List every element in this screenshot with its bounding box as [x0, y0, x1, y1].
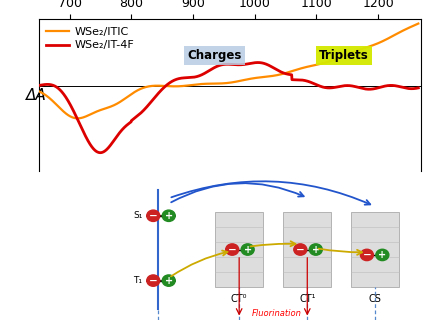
WSe₂/IT-4F: [416, 86, 421, 90]
Bar: [215, 212, 263, 287]
FancyArrowPatch shape: [171, 251, 227, 276]
FancyArrowPatch shape: [171, 181, 370, 205]
Text: +: +: [165, 211, 173, 221]
Circle shape: [294, 244, 307, 255]
Text: −: −: [296, 245, 305, 255]
WSe₂/IT-4F: [36, 84, 41, 88]
Line: WSe₂/IT-4F: WSe₂/IT-4F: [39, 63, 418, 153]
Text: −: −: [149, 211, 158, 221]
Text: Triplets: Triplets: [319, 48, 369, 62]
Text: −: −: [362, 250, 371, 260]
Text: Fluorination: Fluorination: [252, 308, 301, 318]
WSe₂/IT-4F: [81, 130, 86, 134]
FancyArrowPatch shape: [319, 249, 362, 255]
Text: CT⁰: CT⁰: [231, 294, 247, 304]
Text: T₁: T₁: [133, 276, 142, 285]
WSe₂/ITIC: [197, 82, 203, 86]
WSe₂/ITIC: [212, 82, 217, 86]
WSe₂/ITIC: [36, 89, 41, 93]
WSe₂/IT-4F: [212, 66, 217, 69]
Circle shape: [376, 249, 389, 261]
WSe₂/IT-4F: [197, 74, 203, 78]
Text: +: +: [165, 276, 173, 286]
WSe₂/ITIC: [81, 115, 86, 119]
Y-axis label: ΔA: ΔA: [25, 88, 46, 103]
WSe₂/IT-4F: [255, 61, 261, 65]
Text: +: +: [244, 245, 252, 255]
Circle shape: [241, 244, 254, 255]
WSe₂/IT-4F: [65, 99, 71, 103]
Text: S₁: S₁: [133, 211, 142, 220]
Circle shape: [226, 244, 239, 255]
Text: +: +: [378, 250, 387, 260]
Text: +: +: [312, 245, 320, 255]
Circle shape: [147, 210, 160, 222]
FancyArrowPatch shape: [171, 183, 304, 202]
WSe₂/IT-4F: [252, 61, 258, 65]
Circle shape: [162, 275, 175, 286]
WSe₂/ITIC: [205, 82, 210, 86]
WSe₂/ITIC: [252, 76, 258, 80]
Text: CS: CS: [369, 294, 382, 304]
Circle shape: [309, 244, 322, 255]
WSe₂/ITIC: [416, 22, 421, 26]
Bar: [351, 212, 399, 287]
Bar: [283, 212, 331, 287]
Text: −: −: [228, 245, 236, 255]
Line: WSe₂/ITIC: WSe₂/ITIC: [39, 24, 418, 118]
WSe₂/IT-4F: [98, 151, 103, 155]
FancyArrowPatch shape: [250, 241, 295, 246]
Text: CT¹: CT¹: [299, 294, 316, 304]
Circle shape: [162, 210, 175, 222]
WSe₂/IT-4F: [205, 69, 210, 73]
Text: −: −: [149, 276, 158, 286]
Circle shape: [147, 275, 160, 286]
Legend: WSe₂/ITIC, WSe₂/IT-4F: WSe₂/ITIC, WSe₂/IT-4F: [44, 25, 136, 53]
WSe₂/ITIC: [75, 116, 80, 120]
Circle shape: [360, 249, 373, 261]
WSe₂/ITIC: [65, 113, 71, 117]
Text: Charges: Charges: [187, 48, 242, 62]
